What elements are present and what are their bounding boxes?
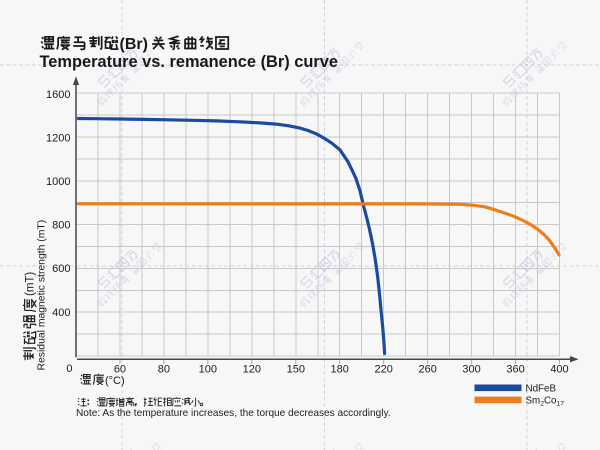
svg-text:800: 800 [52, 219, 70, 231]
svg-text:1200: 1200 [46, 132, 70, 144]
svg-text:1600: 1600 [46, 89, 70, 101]
svg-text:60: 60 [114, 364, 126, 376]
svg-text:Temperature vs. remanence (Br): Temperature vs. remanence (Br) curve [40, 53, 339, 71]
svg-text:120: 120 [243, 364, 261, 376]
svg-text:Residual magnetic strength (mT: Residual magnetic strength (mT) [37, 220, 48, 371]
svg-text:(Br): (Br) [120, 36, 148, 53]
svg-text:0: 0 [66, 363, 72, 375]
svg-text:Note: As the temperature incre: Note: As the temperature increases, the … [76, 408, 391, 419]
svg-text:400: 400 [550, 364, 568, 376]
svg-text:600: 600 [52, 263, 70, 275]
svg-text:300: 300 [462, 364, 480, 376]
svg-text:400: 400 [52, 307, 70, 319]
svg-text:260: 260 [418, 364, 436, 376]
svg-text:220: 220 [375, 364, 393, 376]
svg-text:(mT): (mT) [25, 272, 37, 296]
svg-text:150: 150 [287, 364, 305, 376]
svg-text:100: 100 [199, 364, 217, 376]
svg-text:NdFeB: NdFeB [526, 384, 557, 395]
svg-text:80: 80 [158, 364, 170, 376]
svg-text:1000: 1000 [46, 176, 70, 188]
svg-text:(°C): (°C) [105, 375, 125, 387]
svg-text:360: 360 [506, 364, 524, 376]
svg-text:180: 180 [331, 364, 349, 376]
svg-text:Sm2Co17: Sm2Co17 [526, 396, 565, 408]
